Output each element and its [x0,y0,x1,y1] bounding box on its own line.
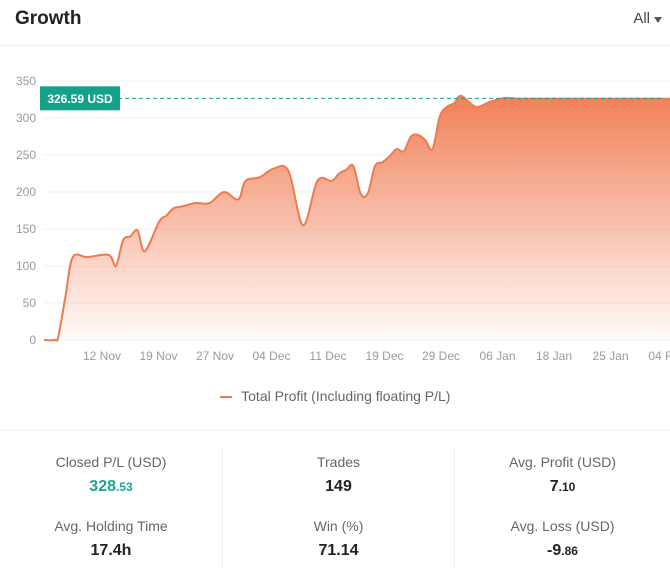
x-tick-label: 12 Nov [83,349,121,363]
x-tick-label: 25 Jan [592,349,628,363]
growth-header: Growth All [0,0,670,46]
stat-value-int: 328 [89,478,116,495]
range-dropdown-value: All [633,10,650,27]
x-tick-label: 04 Dec [252,349,290,363]
y-tick-label: 250 [16,148,36,162]
stats-column-2: Trades 149 Win (%) 71.14 [222,448,455,568]
stat-value-int: -9 [547,542,562,559]
current-value-badge [40,86,120,111]
stat-value: -9.86 [455,542,670,560]
stat-trades: Trades 149 [223,454,454,512]
stat-value-dec: .86 [561,544,578,558]
x-tick-label: 04 Feb [648,349,670,363]
stat-value-dec: .10 [558,480,576,494]
y-tick-label: 0 [29,333,36,347]
x-tick-label: 19 Nov [139,349,177,363]
stats-panel: Closed P/L (USD) 328.53 Avg. Holding Tim… [0,440,670,571]
chevron-down-icon [654,16,662,23]
y-tick-label: 100 [16,259,36,273]
y-tick-label: 150 [16,222,36,236]
stat-value: 328.53 [0,478,222,496]
profit-line [43,94,670,342]
x-tick-label: 27 Nov [196,349,234,363]
page-title: Growth [15,8,82,29]
x-tick-label: 06 Jan [479,349,515,363]
stat-value-int: 7 [549,478,559,495]
stat-value: 17.4h [90,542,132,559]
stat-label: Win (%) [313,518,364,534]
stats-column-1: Closed P/L (USD) 328.53 Avg. Holding Tim… [0,448,222,568]
x-tick-label: 29 Dec [422,349,460,363]
legend-label: Total Profit (Including floating P/L) [241,388,451,404]
stat-label: Closed P/L (USD) [55,454,167,470]
y-tick-label: 50 [23,296,37,310]
profit-area [44,95,670,341]
stat-avg-loss: Avg. Loss (USD) -9.86 [455,518,670,571]
stat-avg-holding: Avg. Holding Time 17.4h [0,518,222,571]
stat-value: 149 [325,478,352,495]
stat-label: Avg. Holding Time [54,518,168,534]
x-tick-label: 19 Dec [365,349,403,363]
current-value-label: 326.59 USD [47,92,113,106]
range-dropdown[interactable]: All [633,10,662,27]
growth-chart-svg: 0 50 100 150 200 250 300 350 12 Nov 19 Nov 27 Nov 0… [16,74,670,363]
stat-label: Avg. Loss (USD) [510,518,615,534]
stat-win: Win (%) 71.14 [223,518,454,571]
y-tick-label: 200 [16,185,36,199]
stat-value: 71.14 [318,542,359,559]
stat-closed-pl: Closed P/L (USD) 328.53 [0,454,222,512]
x-tick-label: 11 Dec [309,349,346,363]
stats-column-3: Avg. Profit (USD) 7.10 Avg. Loss (USD) -… [455,448,670,568]
chart-legend[interactable]: Total Profit (Including floating P/L) [0,388,670,404]
stat-label: Avg. Profit (USD) [508,454,617,470]
stat-value-dec: .53 [116,480,133,494]
growth-chart[interactable]: 0 50 100 150 200 250 300 350 12 Nov 19 Nov 27 Nov 0… [0,47,670,427]
stat-avg-profit: Avg. Profit (USD) 7.10 [455,454,670,512]
divider [0,430,670,431]
y-tick-label: 300 [16,111,36,125]
stat-label: Trades [316,454,361,470]
legend-line-swatch [219,396,232,399]
stat-value: 7.10 [455,478,670,496]
y-tick-label: 350 [16,74,36,88]
x-tick-label: 18 Jan [536,349,572,363]
